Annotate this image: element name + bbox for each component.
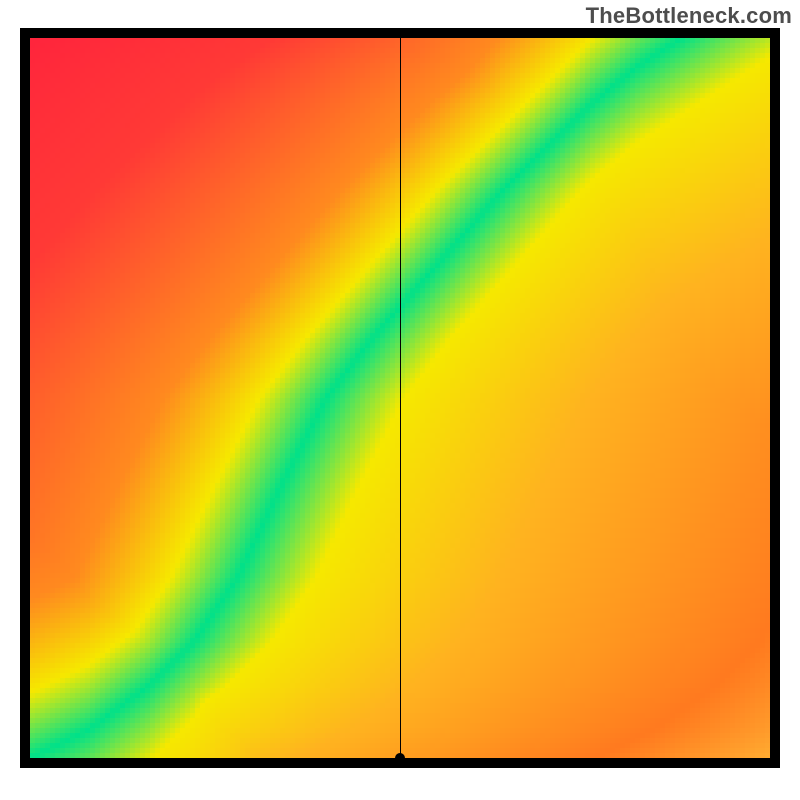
vertical-marker-line — [400, 38, 401, 758]
watermark-text: TheBottleneck.com — [586, 3, 792, 29]
marker-dot — [395, 753, 405, 763]
heatmap-plot — [20, 28, 780, 768]
